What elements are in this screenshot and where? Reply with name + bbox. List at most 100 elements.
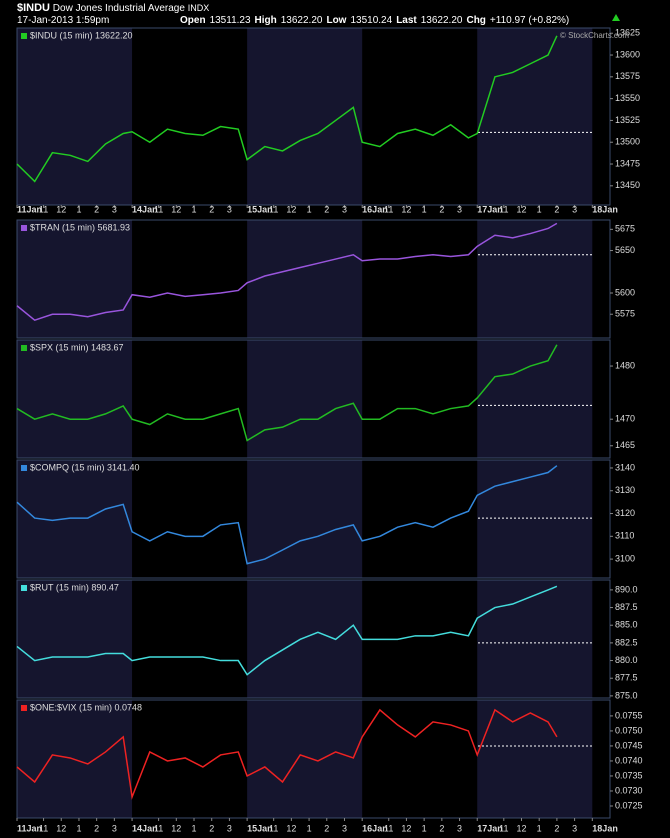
y-tick-label: 5600 (615, 287, 635, 297)
session-shade (247, 28, 363, 205)
y-tick-label: 1480 (615, 360, 635, 370)
x-tick-label: 16Jan (362, 204, 388, 214)
x-tick-label: 17Jan (477, 204, 503, 214)
legend-label: $RUT (15 min) 890.47 (30, 582, 119, 592)
y-tick-label: 5575 (615, 309, 635, 319)
name: Dow Jones Industrial Average (52, 3, 185, 14)
x-tick-label: 3 (457, 204, 462, 214)
session-shade (247, 340, 363, 458)
y-tick-label: 3140 (615, 462, 635, 472)
x-tick-label: 15Jan (247, 204, 273, 214)
legend-label: $ONE:$VIX (15 min) 0.0748 (30, 702, 142, 712)
session-shade (17, 28, 133, 205)
x-tick-label: 11Jan (17, 823, 42, 833)
quote-label: High (254, 15, 277, 26)
symbol: $INDU (17, 2, 51, 14)
x-tick-label: 12 (171, 823, 181, 833)
x-tick-label: 18Jan (592, 204, 618, 214)
x-tick-label: 1 (76, 823, 81, 833)
y-tick-label: 13500 (615, 137, 640, 147)
quote-value: 13511.23 (209, 15, 251, 26)
y-tick-label: 13475 (615, 158, 640, 168)
x-tick-label: 11 (499, 204, 508, 214)
x-tick-label: 3 (572, 204, 577, 214)
y-tick-label: 0.0750 (615, 725, 643, 735)
price-line (16, 708, 558, 800)
session-shade (247, 700, 363, 818)
x-tick-label: 2 (439, 204, 444, 214)
session-shade (17, 460, 133, 578)
legend-label: $SPX (15 min) 1483.67 (30, 342, 124, 352)
price-line (16, 35, 558, 183)
session-shade (17, 220, 133, 338)
quote-value: 13510.24 (350, 15, 393, 26)
x-tick-label: 1 (537, 823, 542, 833)
y-tick-label: 880.0 (615, 655, 638, 665)
x-tick-label: 2 (94, 204, 99, 214)
y-tick-label: 0.0740 (615, 755, 643, 765)
x-tick-label: 2 (209, 823, 214, 833)
x-tick-label: 11 (39, 204, 48, 214)
price-line (16, 344, 558, 442)
quote-value: 13622.20 (420, 15, 463, 26)
y-tick-label: 3120 (615, 508, 635, 518)
x-tick-label: 14Jan (132, 823, 158, 833)
y-tick-label: 875.0 (615, 690, 638, 700)
x-tick-label: 2 (94, 823, 99, 833)
x-tick-label: 1 (537, 204, 542, 214)
quote-label: Low (326, 15, 347, 26)
exchange: INDX (187, 3, 210, 13)
session-shade (477, 700, 593, 818)
x-tick-label: 17Jan (477, 823, 503, 833)
y-tick-label: 13450 (615, 180, 640, 190)
legend-swatch (21, 345, 27, 351)
y-tick-label: 885.0 (615, 620, 638, 630)
quote-label: Chg (466, 15, 486, 26)
x-tick-label: 11 (154, 823, 163, 833)
y-tick-label: 13525 (615, 115, 640, 125)
x-tick-label: 11 (384, 204, 393, 214)
x-tick-label: 12 (401, 823, 411, 833)
session-shade (477, 580, 593, 698)
quote-label: Last (396, 15, 417, 26)
session-shade (247, 460, 363, 578)
x-tick-label: 16Jan (362, 823, 388, 833)
quote-value: 13622.20 (280, 15, 323, 26)
x-tick-label: 3 (227, 823, 232, 833)
y-tick-label: 0.0735 (615, 770, 643, 780)
x-tick-label: 15Jan (247, 823, 273, 833)
legend-swatch (21, 585, 27, 591)
x-tick-label: 3 (112, 823, 117, 833)
x-tick-label: 1 (307, 204, 312, 214)
x-tick-label: 12 (171, 204, 181, 214)
quote-label: Open (180, 15, 206, 26)
x-tick-label: 2 (324, 823, 329, 833)
x-tick-label: 1 (192, 823, 197, 833)
session-shade (477, 340, 593, 458)
x-tick-label: 1 (76, 204, 81, 214)
x-tick-label: 1 (422, 823, 427, 833)
price-line (16, 222, 558, 322)
x-tick-label: 12 (56, 823, 66, 833)
up-arrow (612, 14, 620, 21)
x-tick-label: 1 (192, 204, 197, 214)
session-shade (247, 580, 363, 698)
x-tick-label: 14Jan (132, 204, 158, 214)
x-tick-label: 11 (39, 823, 48, 833)
price-line (16, 465, 558, 565)
watermark: © StockCharts.com (560, 31, 630, 40)
legend-label: $INDU (15 min) 13622.20 (30, 30, 133, 40)
panel-frame (16, 459, 611, 579)
x-tick-label: 11 (499, 823, 508, 833)
y-tick-label: 5675 (615, 224, 635, 234)
x-tick-label: 3 (342, 823, 347, 833)
legend-label: $COMPQ (15 min) 3141.40 (30, 462, 140, 472)
session-shade (477, 460, 593, 578)
session-shade (477, 28, 593, 205)
y-tick-label: 3100 (615, 553, 635, 563)
x-tick-label: 3 (112, 204, 117, 214)
x-tick-label: 2 (324, 204, 329, 214)
session-shade (477, 220, 593, 338)
legend-swatch (21, 705, 27, 711)
